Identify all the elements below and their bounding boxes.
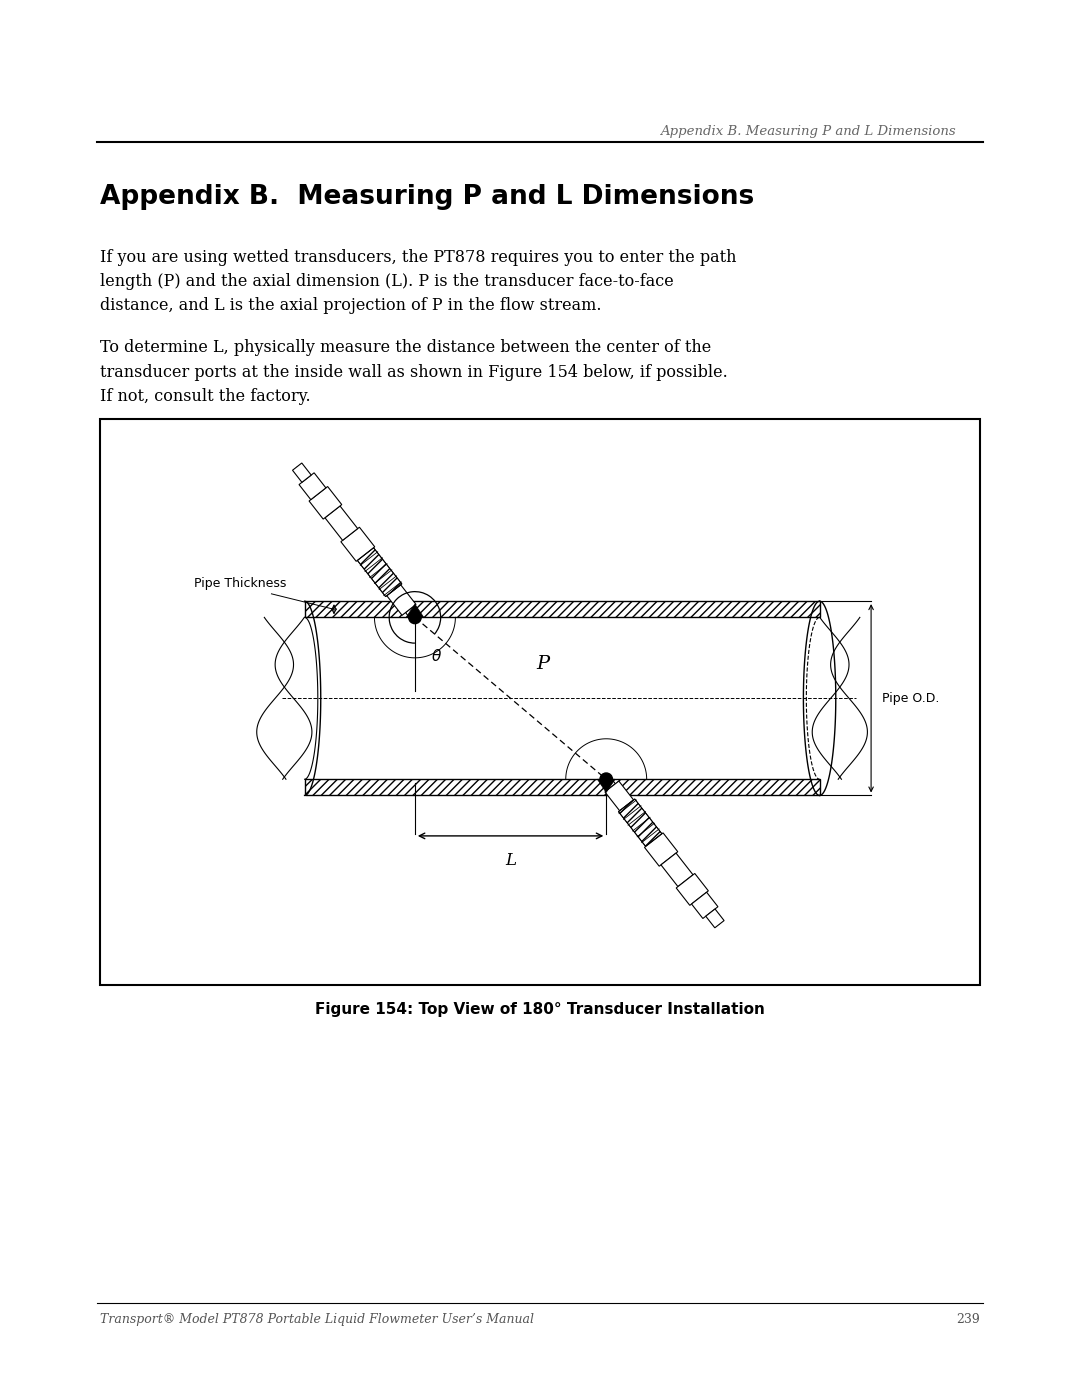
Polygon shape bbox=[305, 780, 820, 795]
Polygon shape bbox=[305, 601, 820, 617]
Polygon shape bbox=[619, 799, 662, 847]
Polygon shape bbox=[705, 909, 724, 928]
Polygon shape bbox=[293, 462, 311, 482]
Text: Pipe Thickness: Pipe Thickness bbox=[194, 577, 286, 590]
Polygon shape bbox=[387, 585, 416, 615]
Polygon shape bbox=[605, 781, 634, 810]
Polygon shape bbox=[341, 527, 375, 562]
Text: To determine L, physically measure the distance between the center of the
transd: To determine L, physically measure the d… bbox=[100, 339, 728, 405]
Text: 239: 239 bbox=[956, 1313, 980, 1326]
Text: Appendix B.  Measuring P and L Dimensions: Appendix B. Measuring P and L Dimensions bbox=[100, 184, 755, 211]
Polygon shape bbox=[661, 854, 693, 887]
Text: Pipe O.D.: Pipe O.D. bbox=[882, 692, 940, 705]
Circle shape bbox=[600, 773, 612, 785]
Polygon shape bbox=[357, 548, 402, 597]
Text: $\theta$: $\theta$ bbox=[431, 648, 442, 664]
Bar bbox=[100, 419, 980, 985]
Text: Appendix B. Measuring P and L Dimensions: Appendix B. Measuring P and L Dimensions bbox=[660, 126, 956, 138]
Polygon shape bbox=[325, 506, 357, 541]
Polygon shape bbox=[406, 608, 418, 620]
Text: L: L bbox=[505, 852, 516, 869]
Text: Transport® Model PT878 Portable Liquid Flowmeter User’s Manual: Transport® Model PT878 Portable Liquid F… bbox=[100, 1313, 535, 1326]
Polygon shape bbox=[406, 604, 423, 617]
Polygon shape bbox=[691, 893, 718, 918]
Polygon shape bbox=[676, 873, 708, 905]
Circle shape bbox=[408, 610, 421, 623]
Polygon shape bbox=[597, 780, 615, 792]
Polygon shape bbox=[603, 777, 616, 789]
Polygon shape bbox=[299, 472, 326, 500]
Text: If you are using wetted transducers, the PT878 requires you to enter the path
le: If you are using wetted transducers, the… bbox=[100, 249, 737, 314]
Text: Figure 154: Top View of 180° Transducer Installation: Figure 154: Top View of 180° Transducer … bbox=[315, 1002, 765, 1017]
Polygon shape bbox=[309, 486, 341, 520]
Text: P: P bbox=[537, 655, 550, 672]
Polygon shape bbox=[645, 833, 678, 866]
